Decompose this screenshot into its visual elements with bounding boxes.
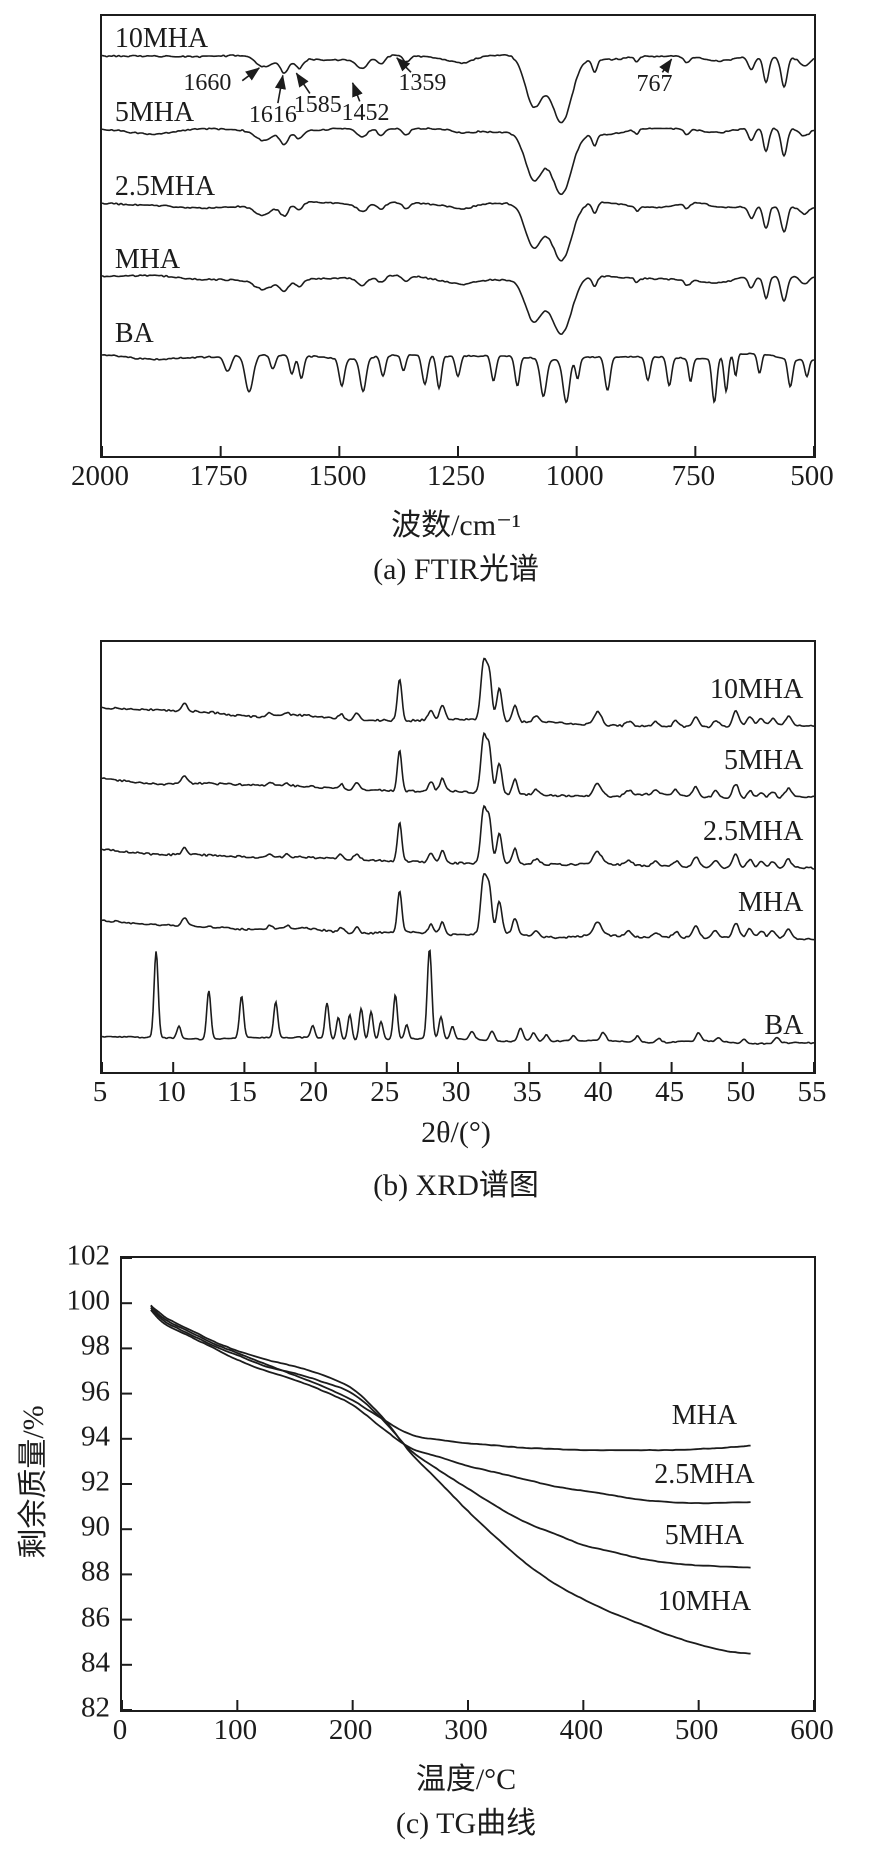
x-tick-label: 55	[797, 1076, 827, 1108]
y-tick-label: 98	[81, 1329, 110, 1362]
y-tick-label: 90	[81, 1510, 110, 1543]
xrd-curve-10mha	[102, 657, 814, 729]
series-label-ba: BA	[114, 317, 154, 349]
x-tick-label: 30	[441, 1076, 471, 1108]
series-label-10mha: 10MHA	[709, 674, 804, 706]
series-label-10mha: 10MHA	[114, 22, 209, 54]
y-tick-label: 94	[81, 1420, 110, 1453]
tg-x-axis-label: 温度/°C	[415, 1763, 517, 1796]
y-tick-label: 84	[81, 1646, 110, 1679]
x-tick-label: 40	[583, 1076, 613, 1108]
ftir-caption: (a) FTIR光谱	[373, 553, 539, 586]
series-label-5mha: 5MHA	[664, 1519, 745, 1551]
peak-annotation-1585: 1585	[293, 91, 342, 118]
ftir-curve-mha	[102, 274, 814, 336]
ftir-plot-area: 10MHA 5MHA 2.5MHA MHA BA 1660 1616 1585 1452 1359…	[100, 14, 816, 458]
y-tick-label: 86	[81, 1601, 110, 1634]
xrd-caption: (b) XRD谱图	[373, 1169, 539, 1202]
y-tick-label: 100	[66, 1284, 111, 1317]
peak-annotation-1660: 1660	[183, 69, 232, 96]
x-tick-label: 5	[92, 1076, 108, 1108]
x-tick-label: 2000	[71, 460, 129, 492]
series-label-10mha: 10MHA	[657, 1585, 752, 1617]
tg-curve-2.5mha	[150, 1309, 751, 1505]
peak-annotation-1452: 1452	[341, 99, 390, 126]
x-tick-label: 750	[671, 460, 716, 492]
series-label-5mha: 5MHA	[723, 745, 804, 777]
peak-annotation-1616: 1616	[248, 101, 297, 128]
ftir-x-axis-label: 波数/cm⁻¹	[391, 509, 521, 542]
tg-y-axis-ticks: 102 100 98 96 94 92 90 88 86 84 82	[38, 1240, 111, 1724]
xrd-curve-2.5mha	[102, 804, 814, 870]
series-label-2.5mha: 2.5MHA	[654, 1458, 755, 1490]
x-tick-label: 600	[790, 1714, 834, 1746]
series-label-mha: MHA	[671, 1400, 738, 1432]
x-tick-label: 0	[112, 1714, 128, 1746]
x-tick-label: 45	[655, 1076, 685, 1108]
annotation-arrow	[396, 57, 412, 73]
x-tick-label: 500	[790, 460, 834, 492]
ftir-curve-2.5mha	[102, 201, 814, 262]
series-label-2.5mha: 2.5MHA	[702, 816, 804, 848]
annotation-arrow	[351, 82, 363, 102]
annotation-arrow	[295, 72, 311, 94]
y-tick-label: 96	[81, 1375, 110, 1408]
series-label-2.5mha: 2.5MHA	[114, 170, 216, 202]
tg-caption: (c) TG曲线	[395, 1807, 537, 1840]
xrd-curve-5mha	[102, 731, 814, 800]
ftir-curves-svg	[102, 54, 814, 456]
ftir-curve-ba	[102, 352, 814, 404]
series-label-mha: MHA	[114, 243, 181, 275]
annotation-arrow	[659, 58, 673, 74]
tg-curves-svg	[122, 1258, 814, 1710]
x-tick-label: 1250	[427, 460, 485, 492]
series-label-5mha: 5MHA	[114, 96, 195, 128]
ftir-x-axis-ticks: 2000 1750 1500 1250 1000 750 500	[71, 460, 834, 496]
x-tick-label: 15	[227, 1076, 257, 1108]
tg-curve-5mha	[150, 1307, 751, 1569]
y-tick-label: 88	[81, 1555, 110, 1588]
x-tick-label: 35	[512, 1076, 542, 1108]
tg-x-axis-ticks: 0 100 200 300 400 500 600	[113, 1714, 834, 1750]
xrd-curve-mha	[102, 873, 814, 941]
y-tick-label: 82	[81, 1691, 110, 1724]
series-label-ba: BA	[764, 1009, 804, 1041]
series-label-mha: MHA	[737, 887, 804, 919]
x-tick-label: 1000	[545, 460, 604, 492]
xrd-curve-ba	[102, 949, 814, 1045]
annotation-arrow	[241, 67, 260, 82]
y-tick-label: 92	[81, 1465, 110, 1498]
x-tick-label: 1500	[308, 460, 367, 492]
x-tick-label: 1750	[189, 460, 248, 492]
annotation-arrow	[274, 74, 286, 104]
x-tick-label: 500	[674, 1714, 719, 1746]
x-tick-label: 400	[559, 1714, 604, 1746]
y-tick-label: 102	[66, 1239, 111, 1272]
x-tick-label: 20	[299, 1076, 329, 1108]
x-tick-label: 25	[370, 1076, 400, 1108]
x-tick-label: 10	[156, 1076, 186, 1108]
peak-annotation-767: 767	[636, 70, 673, 97]
tg-curve-10mha	[150, 1304, 751, 1655]
xrd-x-axis-label: 2θ/(°)	[421, 1116, 491, 1149]
tg-plot-area: MHA 2.5MHA 5MHA 10MHA	[120, 1256, 816, 1712]
x-tick-label: 100	[213, 1714, 258, 1746]
xrd-plot-area: 10MHA 5MHA 2.5MHA MHA BA	[100, 640, 816, 1074]
xrd-x-axis-ticks: 5 10 15 20 25 30 35 40 45 50 55	[93, 1076, 827, 1112]
x-tick-label: 50	[726, 1076, 756, 1108]
ftir-curve-5mha	[102, 127, 814, 196]
x-tick-label: 300	[444, 1714, 488, 1746]
x-tick-label: 200	[328, 1714, 373, 1746]
xrd-curves-svg	[102, 657, 814, 1072]
ftir-curve-10mha	[102, 54, 814, 124]
tg-curve-mha	[150, 1304, 751, 1452]
peak-annotation-1359: 1359	[398, 69, 447, 96]
